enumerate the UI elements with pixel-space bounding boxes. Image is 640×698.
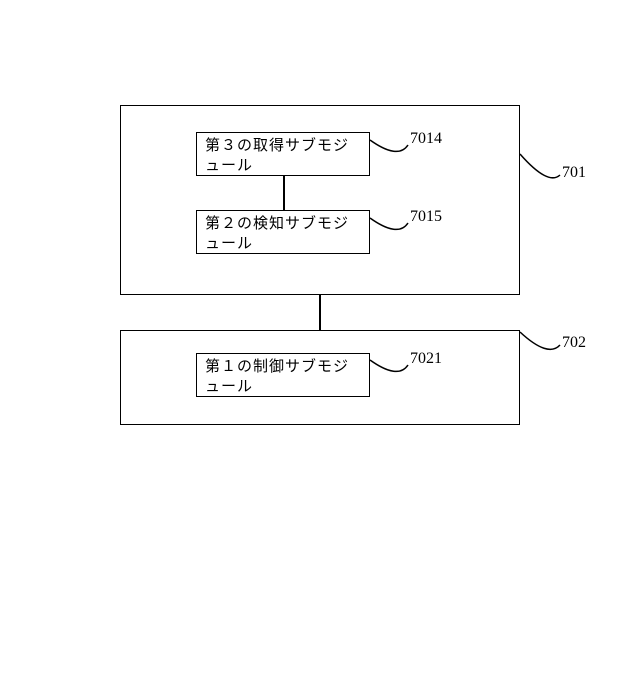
connector-7014-7015 [283,176,285,210]
leader-line-7021 [0,0,640,698]
block-diagram: 701 702 第３の取得サブモジュール 7014 第２の検知サブモジュール 7… [0,0,640,698]
label-7021: 7021 [410,350,442,368]
connector-701-702 [319,295,321,330]
